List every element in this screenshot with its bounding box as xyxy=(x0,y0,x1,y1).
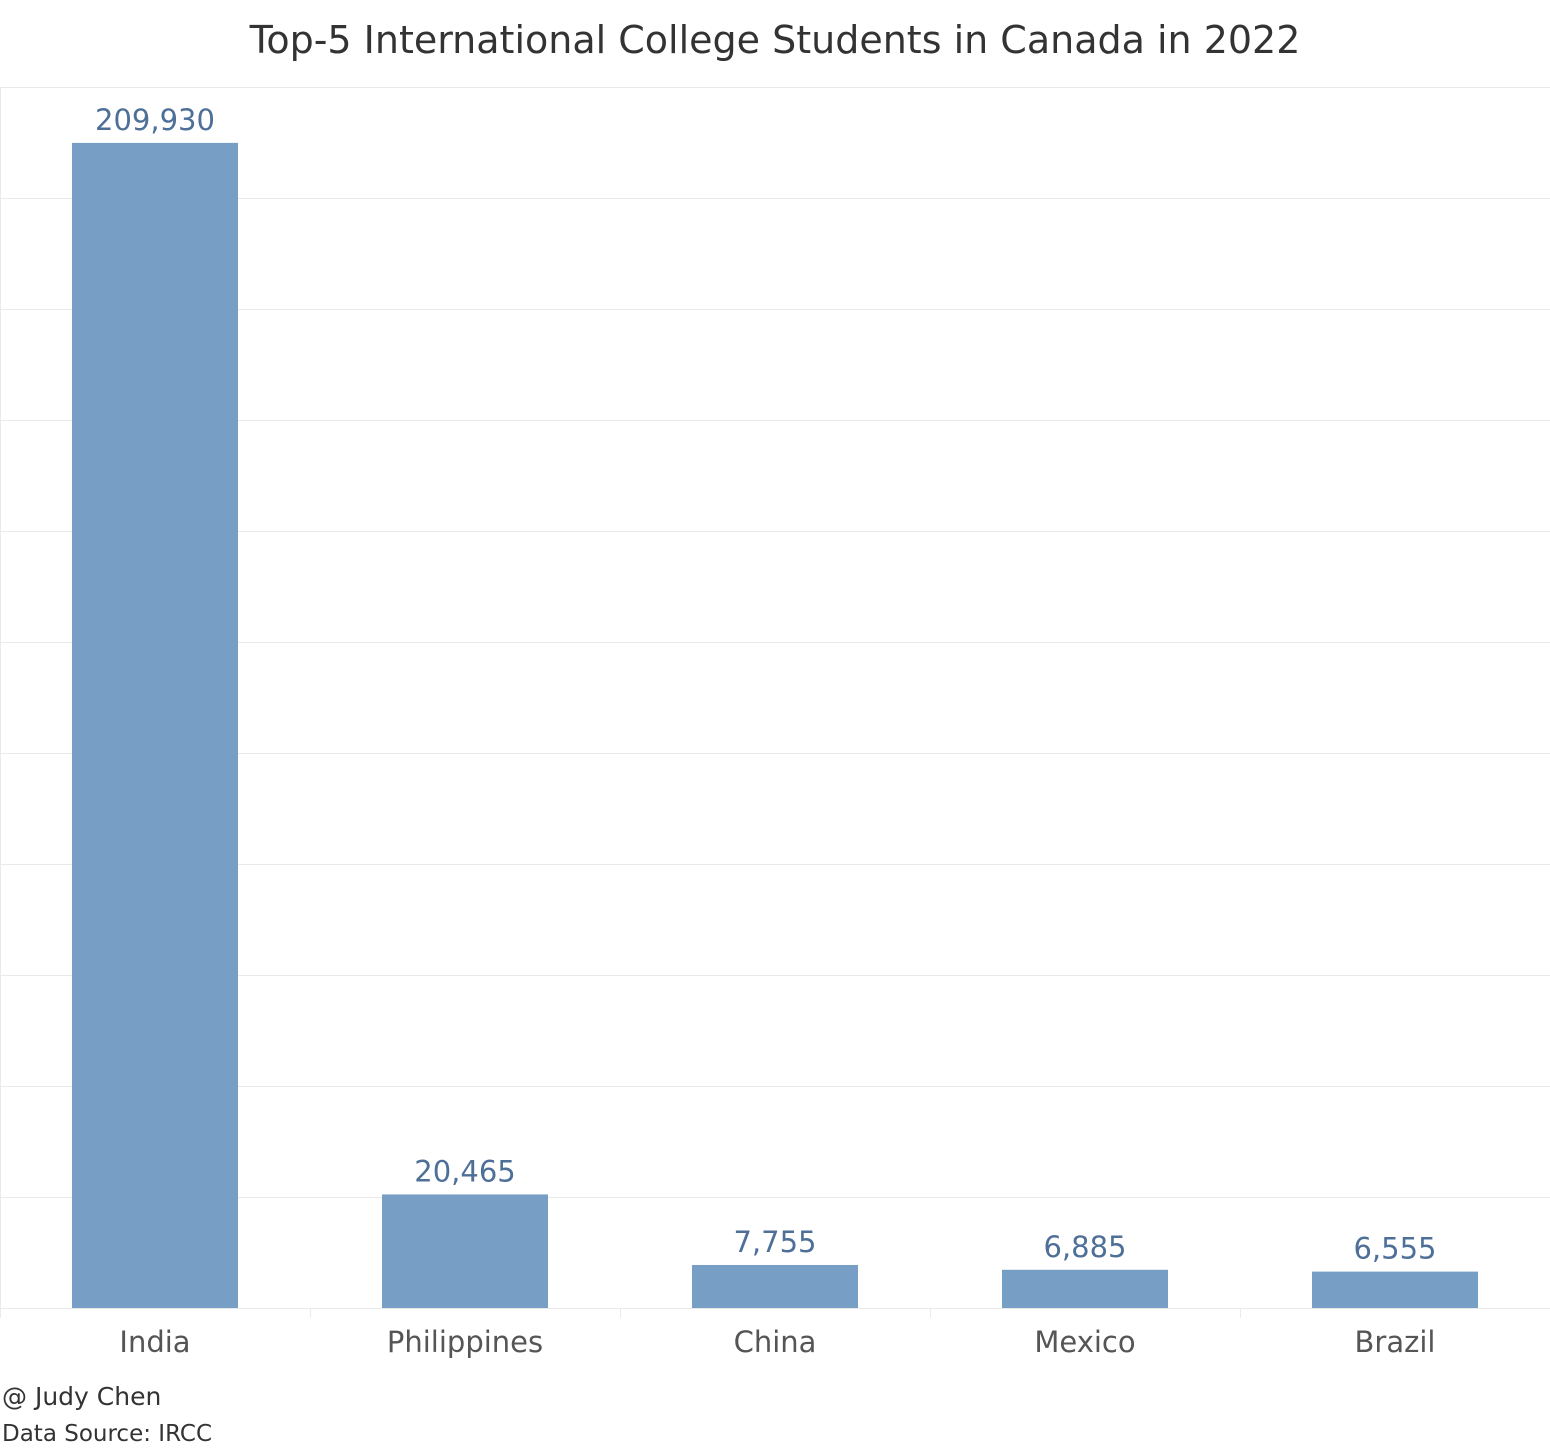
value-label: 20,465 xyxy=(414,1154,515,1188)
bar xyxy=(382,1194,548,1308)
gridlines xyxy=(0,87,1550,1318)
bar xyxy=(1312,1271,1478,1308)
value-label: 7,755 xyxy=(733,1225,816,1259)
bars xyxy=(72,142,1478,1308)
value-label: 209,930 xyxy=(95,103,215,137)
value-label: 6,885 xyxy=(1043,1230,1126,1264)
bar xyxy=(692,1264,858,1308)
x-tick-label: Mexico xyxy=(1034,1325,1135,1359)
x-tick-label: Philippines xyxy=(387,1325,543,1359)
x-tick-label: India xyxy=(119,1325,190,1359)
bar-chart: 209,930 20,465 7,755 6,885 6,555 India Philip… xyxy=(0,87,1550,1359)
x-axis-tick-labels: India Philippines China Mexico Brazil xyxy=(119,1325,1435,1359)
value-labels: 209,930 20,465 7,755 6,885 6,555 xyxy=(95,103,1436,1266)
data-source-note: Data Source: IRCC xyxy=(2,1421,213,1447)
bar xyxy=(1002,1269,1168,1308)
value-label: 6,555 xyxy=(1353,1232,1436,1266)
bar xyxy=(72,142,238,1308)
author-credit: @ Judy Chen xyxy=(2,1382,162,1411)
chart-title: Top-5 International College Students in … xyxy=(249,18,1301,62)
x-tick-label: China xyxy=(734,1325,817,1359)
x-tick-label: Brazil xyxy=(1355,1325,1436,1359)
